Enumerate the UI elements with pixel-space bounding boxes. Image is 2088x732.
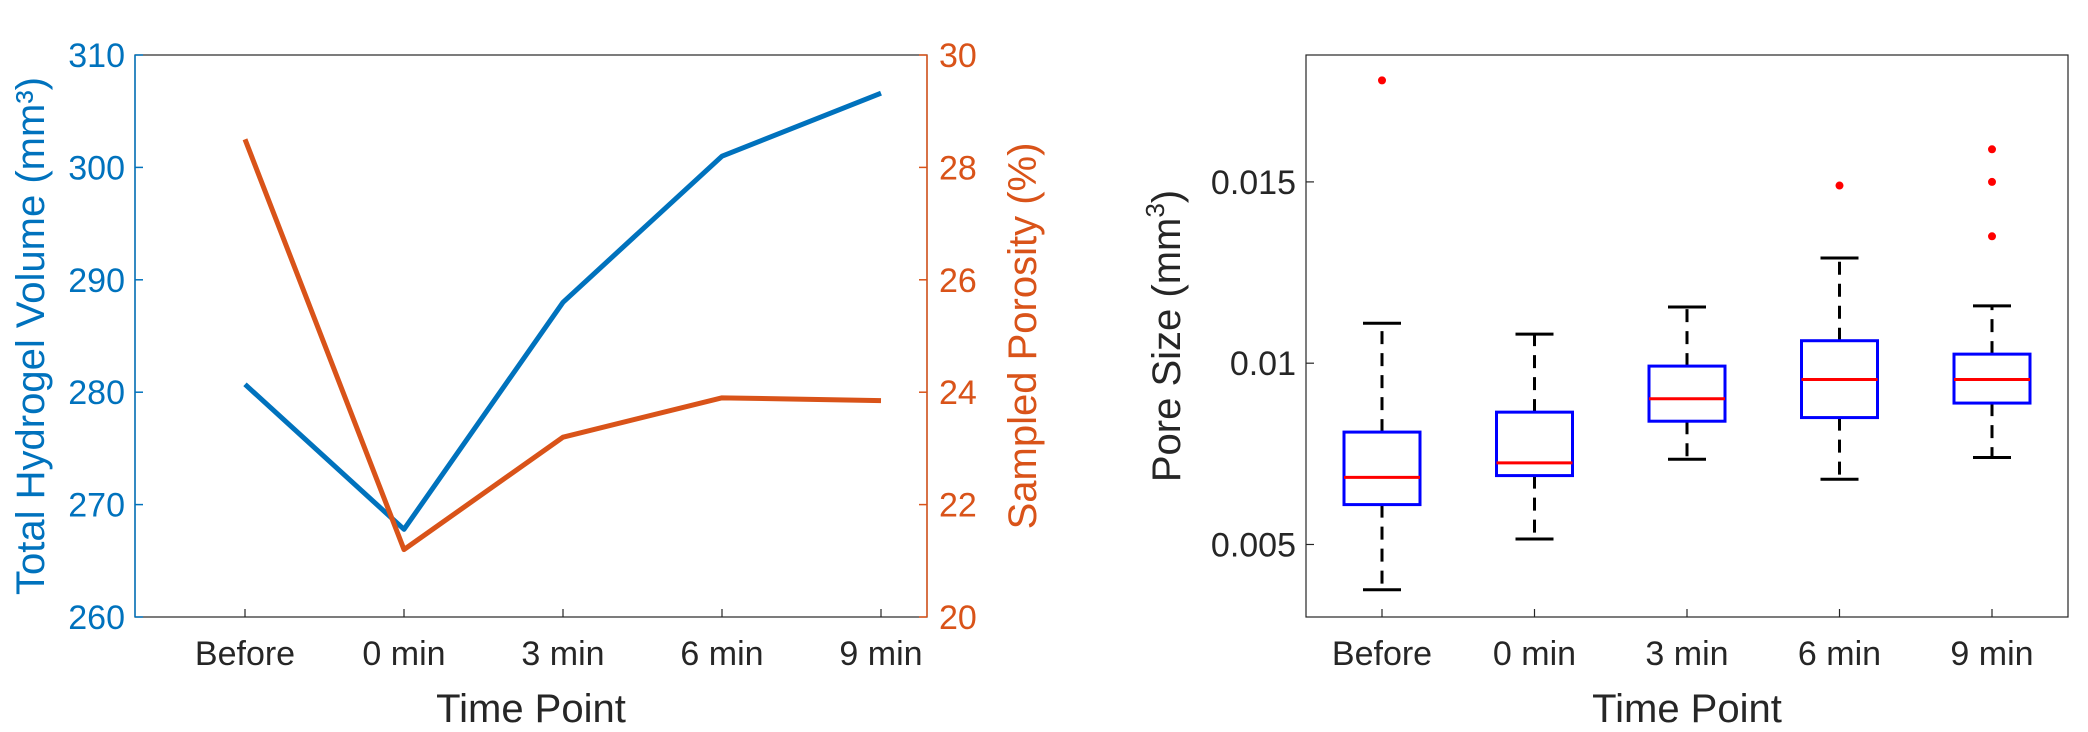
x-axis-left-chart: Before 0 min 3 min 6 min 9 min [195,609,923,673]
left-y-axis-label: Total Hydrogel Volume (mm³) [9,77,53,595]
line-series [242,90,882,553]
x-tick-label: 6 min [680,635,763,673]
right-y-axis-label: Sampled Porosity (%) [1001,143,1045,530]
left-y-tick-label: 280 [68,374,125,412]
right-y-tick-label: 22 [939,487,977,525]
left-y-tick-label: 270 [68,487,125,525]
box-group [1495,332,1574,541]
outlier-point [1835,181,1844,190]
x-tick-label: 3 min [521,635,604,673]
right-y-tick-label: 20 [939,599,977,637]
left-y-tick-label: 310 [68,37,125,75]
x-tick-label: 6 min [1798,635,1881,673]
y-axis-box-plot: 0.005 0.01 0.015 [1211,164,1314,564]
box-series [1342,76,2032,592]
outlier-point [1988,232,1996,241]
right-y-tick-label: 30 [939,37,977,75]
plot-area-left [134,54,928,618]
left-y-tick-label: 260 [68,599,125,637]
box-iqr [1647,364,1727,423]
x-axis-label-left: Time Point [436,687,626,731]
x-tick-label: Before [195,635,295,673]
y-tick-label: 0.015 [1211,164,1296,202]
volume-series-line [243,90,882,532]
porosity-series-line [242,138,882,553]
x-axis-label-right: Time Point [1592,687,1782,731]
outlier-point [1378,76,1386,85]
x-tick-label: 9 min [1950,635,2033,673]
box-iqr [1342,430,1422,507]
right-y-tick-label: 24 [939,374,977,412]
box-group [1342,76,1422,592]
outlier-point [1988,177,1996,186]
y-label-superscript: 3 [1140,203,1170,217]
box-y-axis-label: Pore Size (mm3) [1140,190,1189,482]
y-tick-label: 0.005 [1211,526,1296,564]
x-axis-box-plot: Before 0 min 3 min 6 min 9 min [1332,609,2034,673]
x-tick-label: Before [1332,635,1432,673]
box-iqr [1495,410,1574,478]
x-tick-label: 9 min [839,635,922,673]
volume-porosity-line-chart: 260 270 280 290 300 310 20 22 24 26 28 30 Before 0 … [9,37,1045,731]
left-y-axis: 260 270 280 290 300 310 [68,37,143,637]
box-group [1952,145,2032,459]
right-y-tick-label: 28 [939,149,977,187]
x-tick-label: 3 min [1645,635,1728,673]
box-group [1647,305,1727,461]
right-y-tick-label: 26 [939,262,977,300]
y-tick-label: 0.01 [1230,345,1296,383]
outlier-point [1988,145,1996,154]
right-y-axis: 20 22 24 26 28 30 [919,37,977,637]
x-tick-label: 0 min [1493,635,1576,673]
y-label-close: ) [1145,190,1189,203]
pore-size-box-plot: 0.005 0.01 0.015 Before 0 min 3 min 6 min 9 mi… [1140,54,2069,731]
y-label-main: Pore Size (mm [1145,218,1189,483]
left-y-tick-label: 300 [68,149,125,187]
box-group [1800,181,1879,481]
x-tick-label: 0 min [362,635,445,673]
left-y-tick-label: 290 [68,262,125,300]
